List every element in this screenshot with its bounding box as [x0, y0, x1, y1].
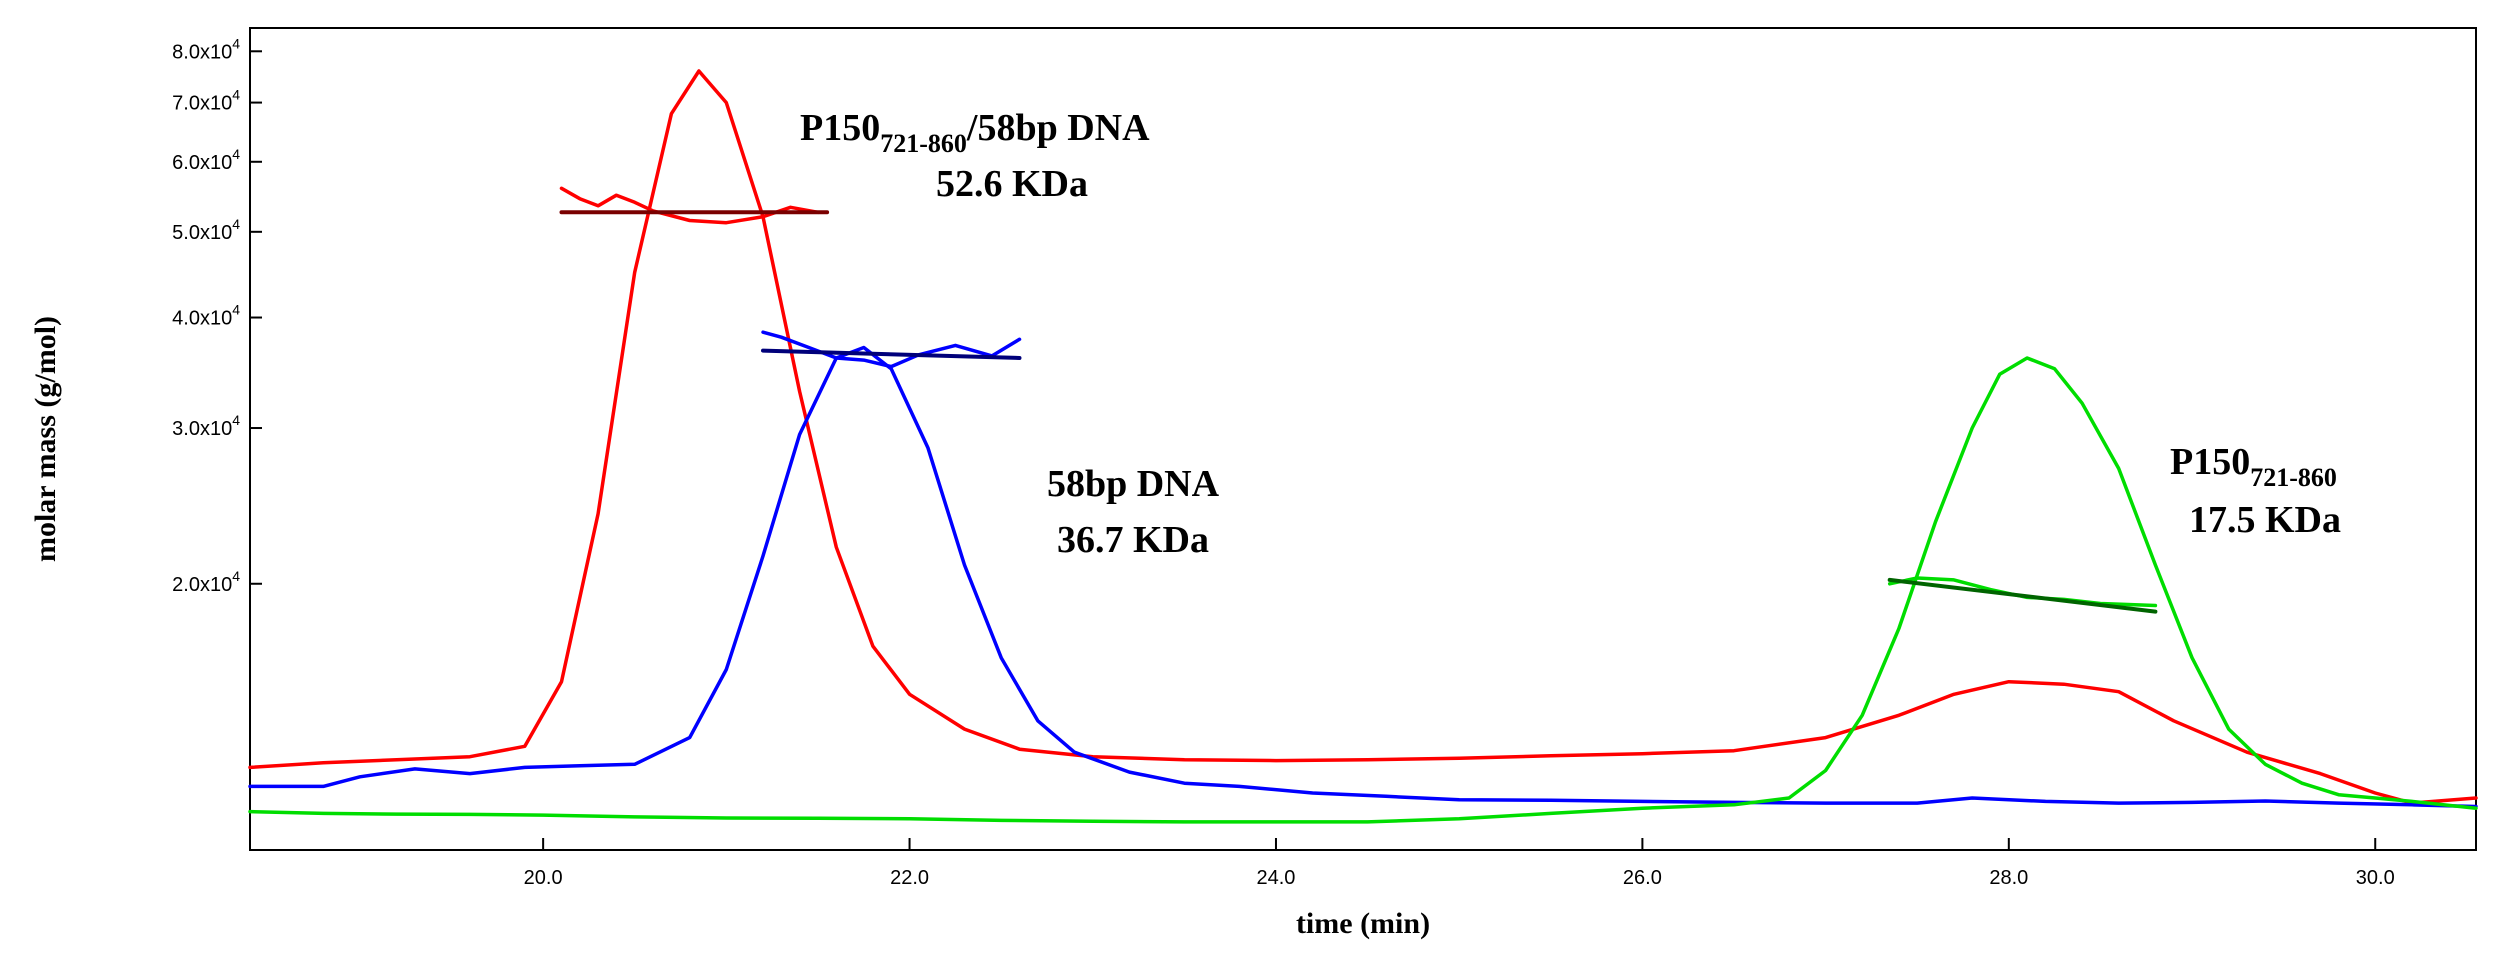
series-line-5: [1887, 576, 2158, 608]
annotation-complex-mass: 52.6 KDa: [936, 163, 1088, 205]
annotation-protein-sub: 721-860: [2250, 463, 2337, 492]
annotation-dna-mass: 36.7 KDa: [1057, 519, 1209, 561]
x-axis-ticks: 20.0 22.0 24.0 26.0 28.0 30.0: [524, 838, 2395, 889]
x-axis-title: time (min): [1296, 907, 1430, 940]
annotation-protein-mass: 17.5 KDa: [2189, 499, 2341, 541]
annotation-protein-main: P150: [2170, 441, 2250, 483]
y-tick-label: 7.0x104: [172, 87, 240, 115]
y-tick-mantissa: 8.0x10: [172, 41, 232, 63]
annotation-complex-sub: 721-860: [880, 129, 967, 158]
y-axis-ticks: 8.0x1047.0x1046.0x1045.0x1044.0x1043.0x1…: [172, 35, 262, 596]
x-tick-label: 22.0: [890, 867, 929, 889]
y-tick-mantissa: 7.0x10: [172, 93, 232, 115]
y-tick-label: 4.0x104: [172, 302, 240, 330]
y-tick-exponent: 4: [232, 302, 240, 318]
plot-frame: [249, 27, 2477, 851]
y-tick-exponent: 4: [232, 87, 240, 103]
annotation-complex-label: P150721-860/58bp DNA: [800, 107, 1150, 158]
y-axis-title: molar mass (g/mol): [29, 316, 62, 562]
annotation-complex-after: /58bp DNA: [966, 107, 1150, 149]
y-tick-label: 3.0x104: [172, 412, 240, 440]
y-tick-mantissa: 4.0x10: [172, 308, 232, 330]
y-tick-mantissa: 2.0x10: [172, 574, 232, 596]
series-line-1: [248, 345, 2478, 809]
y-tick-label: 2.0x104: [172, 568, 240, 596]
series-line-3: [559, 186, 820, 225]
series-line-8: [1887, 577, 2158, 614]
x-tick-label: 30.0: [2356, 867, 2395, 889]
y-tick-label: 5.0x104: [172, 216, 240, 244]
y-tick-exponent: 4: [232, 146, 240, 162]
x-tick-label: 24.0: [1257, 867, 1296, 889]
y-tick-label: 8.0x104: [172, 35, 240, 63]
annotation-complex-main: P150: [800, 107, 880, 149]
x-tick-label: 26.0: [1623, 867, 1662, 889]
y-tick-mantissa: 6.0x10: [172, 152, 232, 174]
x-tick-label: 20.0: [524, 867, 563, 889]
y-tick-exponent: 4: [232, 412, 240, 428]
series-layer: [248, 69, 2478, 824]
y-tick-exponent: 4: [232, 216, 240, 232]
series-line-0: [248, 69, 2478, 805]
series-line-4: [761, 330, 1022, 369]
y-tick-mantissa: 5.0x10: [172, 222, 232, 244]
y-tick-exponent: 4: [232, 35, 240, 51]
y-tick-mantissa: 3.0x10: [172, 418, 232, 440]
y-tick-exponent: 4: [232, 568, 240, 584]
series-line-7: [761, 348, 1022, 360]
annotation-protein-label: P150721-860: [2170, 441, 2337, 492]
x-tick-label: 28.0: [1989, 867, 2028, 889]
y-tick-label: 6.0x104: [172, 146, 240, 174]
annotation-dna-label: 58bp DNA: [1047, 463, 1220, 505]
series-line-2: [248, 356, 2478, 824]
